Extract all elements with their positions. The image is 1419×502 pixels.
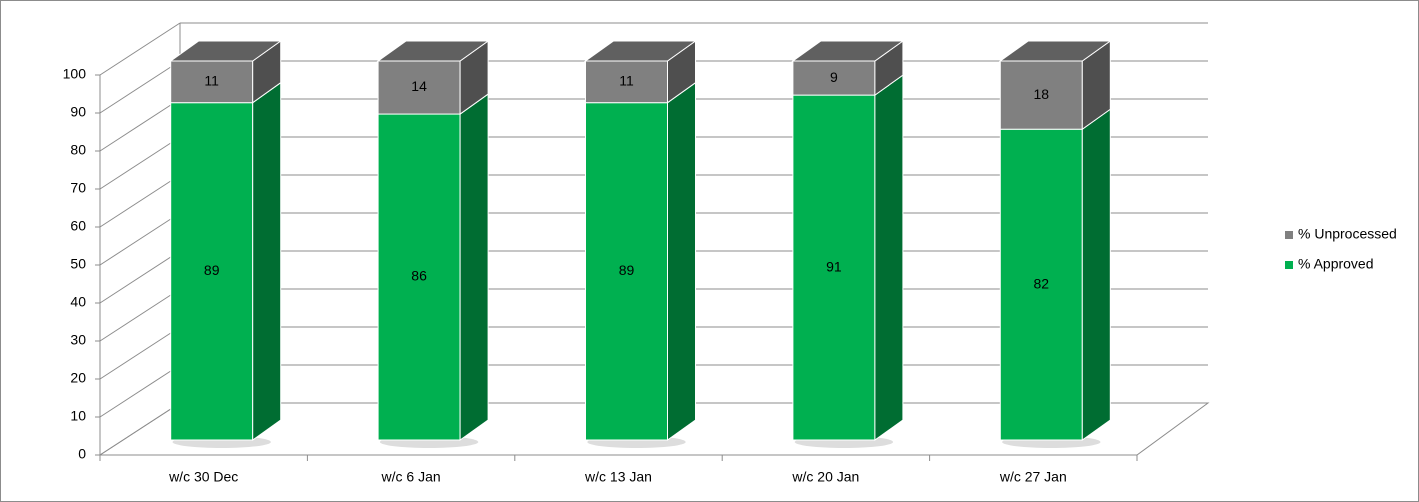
grid-diagonal: [99, 174, 181, 228]
bar: [999, 128, 1083, 441]
value-label: 11: [619, 73, 634, 89]
value-label: 14: [411, 78, 427, 94]
bar-top: [583, 40, 698, 62]
bar: [792, 94, 876, 441]
bar: [377, 113, 461, 441]
grid-diagonal: [99, 98, 181, 152]
y-tick-label: 50: [70, 256, 86, 272]
grid-diagonal: [99, 60, 181, 114]
value-label: 18: [1034, 86, 1050, 102]
bar-top: [376, 40, 490, 62]
y-tick-label: 10: [70, 408, 86, 424]
y-tick-label: 100: [63, 66, 87, 82]
legend-label: % Approved: [1298, 256, 1374, 272]
bar-top: [791, 40, 905, 62]
legend-label: % Unprocessed: [1298, 226, 1397, 242]
value-label: 89: [619, 262, 635, 278]
y-tick-label: 30: [70, 332, 86, 348]
value-label: 86: [411, 268, 427, 284]
value-label: 82: [1034, 275, 1050, 291]
y-tick-label: 70: [70, 180, 86, 196]
x-tick-label: w/c 6 Jan: [381, 469, 441, 485]
bar-side: [874, 74, 904, 441]
grid-diagonal: [99, 250, 181, 304]
grid-diagonal: [99, 364, 181, 418]
y-tick-label: 40: [70, 294, 86, 310]
x-tick-label: w/c 27 Jan: [999, 469, 1067, 485]
grid-diagonal: [99, 326, 181, 380]
x-tick-label: w/c 20 Jan: [791, 469, 859, 485]
grid-diagonal: [99, 136, 181, 190]
bar-side: [1081, 108, 1111, 441]
grid-diagonal: [99, 212, 181, 266]
y-tick-label: 0: [78, 446, 86, 462]
y-tick-label: 60: [70, 218, 86, 234]
legend-swatch: [1285, 261, 1293, 269]
value-label: 9: [830, 69, 838, 85]
y-tick-label: 90: [70, 104, 86, 120]
grid-diagonal: [99, 402, 181, 456]
bar-top: [169, 40, 283, 62]
x-tick-label: w/c 30 Dec: [168, 469, 238, 485]
grid-diagonal: [99, 22, 181, 76]
bar-side: [459, 93, 489, 441]
legend-swatch: [1285, 231, 1293, 239]
value-label: 11: [204, 73, 219, 89]
bar: [170, 102, 254, 441]
x-tick-label: w/c 13 Jan: [584, 469, 652, 485]
y-tick-label: 80: [70, 142, 86, 158]
value-label: 89: [204, 262, 220, 278]
value-label: 91: [826, 258, 842, 274]
y-tick-label: 20: [70, 370, 86, 386]
bar: [585, 102, 668, 441]
grid-diagonal: [99, 288, 181, 342]
bar: [999, 60, 1083, 130]
bar-top: [998, 40, 1112, 62]
bar-side: [252, 81, 282, 441]
bar-side: [667, 81, 696, 441]
bar: [377, 60, 461, 115]
